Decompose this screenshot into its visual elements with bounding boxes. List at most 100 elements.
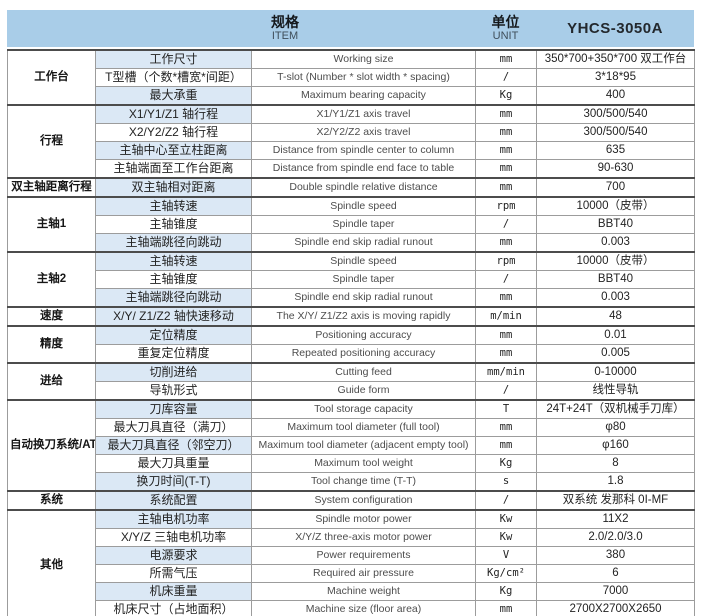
table-row: 主轴端跳径向跳动 Spindle end skip radial runout mm… [8, 288, 695, 308]
spec-name-en-cell: Distance from spindle center to column [251, 141, 476, 160]
unit-cell: Kg/cm² [475, 564, 537, 583]
spec-name-en-cell: X/Y/Z three-axis motor power [251, 528, 476, 547]
spec-name-en-cell: System configuration [251, 490, 476, 511]
unit-cell: mm [475, 177, 537, 198]
value-cell: 400 [536, 86, 695, 106]
table-row: 主轴中心至立柱距离 Distance from spindle center to… [8, 141, 695, 160]
table-row: 主轴2 主轴转速 Spindle speed rpm 10000（皮带） [7, 251, 695, 308]
value-cell: 10000（皮带） [536, 196, 695, 216]
spec-name-en-cell: Required air pressure [251, 564, 476, 583]
unit-cell: Kg [475, 582, 537, 601]
table-row: 最大承重 Maximum bearing capacity Kg 400 [8, 86, 695, 106]
spec-name-en-cell: Spindle speed [251, 251, 476, 271]
spec-name-cn-cell: 重复定位精度 [95, 344, 252, 364]
unit-cell: mm [475, 159, 537, 179]
unit-cell: Kw [475, 509, 537, 529]
unit-cell: Kg [475, 86, 537, 106]
spec-name-en-cell: Spindle speed [251, 196, 476, 216]
spec-name-en-cell: Maximum tool diameter (adjacent empty to… [251, 436, 476, 455]
table-row: T型槽（个数*槽宽*间距） T-slot (Number * slot width… [8, 68, 695, 87]
unit-cell: mm [475, 104, 537, 124]
unit-cell: / [475, 215, 537, 234]
group-label: 工作台 [7, 49, 96, 106]
spec-name-cn-cell: 最大承重 [95, 86, 252, 106]
spec-name-en-cell: Repeated positioning accuracy [251, 344, 476, 364]
table-row: 导轨形式 Guide form / 线性导轨 [8, 381, 695, 401]
group-label: 精度 [7, 325, 96, 364]
table-row: 机床尺寸（占地面积） Machine size (floor area) mm 270… [8, 600, 695, 616]
value-cell: 300/500/540 [536, 123, 695, 142]
unit-cell: / [475, 68, 537, 87]
group-label: 行程 [7, 104, 96, 179]
spec-name-en-cell: Power requirements [251, 546, 476, 565]
spec-name-en-cell: Maximum bearing capacity [251, 86, 476, 106]
table-row: 行程 X1/Y1/Z1 轴行程 X1/Y1/Z1 axis travel mm 300/… [7, 104, 695, 179]
spec-name-cn-cell: 刀库容量 [95, 399, 252, 419]
unit-cell: V [475, 546, 537, 565]
spec-name-cn-cell: 导轨形式 [95, 381, 252, 401]
group-label: 进给 [7, 362, 96, 401]
table-row: 最大刀具重量 Maximum tool weight Kg 8 [8, 454, 695, 473]
unit-cell: mm [475, 141, 537, 160]
unit-cell: mm/min [475, 362, 537, 382]
spec-name-cn-cell: 主轴中心至立柱距离 [95, 141, 252, 160]
value-cell: BBT40 [536, 270, 695, 289]
spec-name-en-cell: X2/Y2/Z2 axis travel [251, 123, 476, 142]
value-cell: φ160 [536, 436, 695, 455]
value-cell: BBT40 [536, 215, 695, 234]
spec-name-cn-cell: 最大刀具直径（满刀） [95, 418, 252, 437]
spec-name-cn-cell: 换刀时间(T-T) [95, 472, 252, 492]
spec-name-en-cell: Spindle end skip radial runout [251, 288, 476, 308]
table-row: X2/Y2/Z2 轴行程 X2/Y2/Z2 axis travel mm 300/50… [8, 123, 695, 142]
value-cell: 7000 [536, 582, 695, 601]
spec-name-en-cell: Spindle taper [251, 270, 476, 289]
spec-name-cn-cell: X1/Y1/Z1 轴行程 [95, 104, 252, 124]
value-cell: 700 [536, 177, 695, 198]
header-model: YHCS-3050A [536, 20, 694, 37]
group-label: 其他 [7, 509, 96, 616]
table-row: 主轴锥度 Spindle taper / BBT40 [8, 215, 695, 234]
table-row: 最大刀具直径（满刀） Maximum tool diameter (full to… [8, 418, 695, 437]
unit-cell: / [475, 381, 537, 401]
header-unit-cn: 单位 [491, 14, 520, 30]
unit-cell: rpm [475, 251, 537, 271]
unit-cell: mm [475, 325, 537, 345]
spec-name-cn-cell: 系统配置 [95, 490, 252, 511]
group-label: 主轴1 [7, 196, 96, 253]
value-cell: 线性导轨 [536, 381, 695, 401]
spec-name-en-cell: Spindle taper [251, 215, 476, 234]
spec-name-en-cell: X1/Y1/Z1 axis travel [251, 104, 476, 124]
spec-name-cn-cell: 机床重量 [95, 582, 252, 601]
unit-cell: mm [475, 49, 537, 69]
unit-cell: mm [475, 288, 537, 308]
value-cell: 1.8 [536, 472, 695, 492]
header-unit: 单位 UNIT [475, 14, 536, 43]
value-cell: 635 [536, 141, 695, 160]
table-row: 其他 主轴电机功率 Spindle motor power Kw 11X2 [7, 509, 695, 616]
unit-cell: m/min [475, 306, 537, 327]
spec-name-en-cell: The X/Y/ Z1/Z2 axis is moving rapidly [251, 306, 476, 327]
unit-cell: mm [475, 123, 537, 142]
unit-cell: rpm [475, 196, 537, 216]
spec-name-cn-cell: 主轴端跳径向跳动 [95, 233, 252, 253]
value-cell: 6 [536, 564, 695, 583]
value-cell: 10000（皮带） [536, 251, 695, 271]
table-row: 自动换刀系统/ATC 刀库容量 Tool storage capacity T 24T+… [7, 399, 695, 492]
spec-name-en-cell: Tool change time (T-T) [251, 472, 476, 492]
value-cell: 0.003 [536, 233, 695, 253]
spec-name-cn-cell: X2/Y2/Z2 轴行程 [95, 123, 252, 142]
spec-name-cn-cell: T型槽（个数*槽宽*间距） [95, 68, 252, 87]
value-cell: 48 [536, 306, 695, 327]
spec-name-cn-cell: 工作尺寸 [95, 49, 252, 69]
header-item-en: ITEM [271, 30, 299, 42]
value-cell: 8 [536, 454, 695, 473]
value-cell: 2.0/2.0/3.0 [536, 528, 695, 547]
spec-name-en-cell: Working size [251, 49, 476, 69]
unit-cell: mm [475, 418, 537, 437]
spec-name-cn-cell: 主轴锥度 [95, 270, 252, 289]
spec-name-en-cell: Maximum tool diameter (full tool) [251, 418, 476, 437]
spec-name-en-cell: Positioning accuracy [251, 325, 476, 345]
table-row: 机床重量 Machine weight Kg 7000 [8, 582, 695, 601]
unit-cell: s [475, 472, 537, 492]
